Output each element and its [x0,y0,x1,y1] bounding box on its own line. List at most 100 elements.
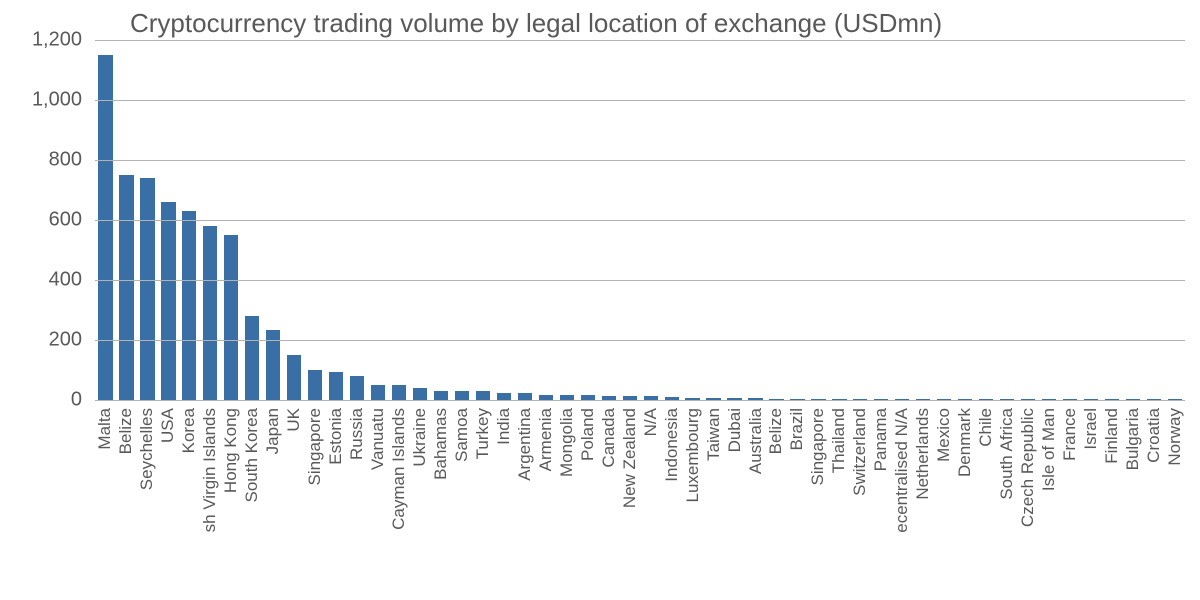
x-tick-label: Australia [746,408,766,474]
x-label-slot: Croatia [1143,404,1164,594]
gridline [95,160,1185,161]
x-tick-label: Finland [1102,408,1122,464]
x-tick-label: Switzerland [850,408,870,496]
x-tick-label: South Africa [997,408,1017,500]
x-label-slot: Netherlands [913,404,934,594]
x-label-slot: France [1060,404,1081,594]
x-tick-label: sh Virgin Islands [200,408,220,532]
x-tick-label: ecentralised N/A [892,408,912,533]
bar [308,370,322,400]
x-tick-label: Taiwan [704,408,724,461]
x-tick-label: Bahamas [431,408,451,480]
x-label-slot: Chile [976,404,997,594]
x-tick-label: Russia [347,408,367,460]
gridline [95,340,1185,341]
bar [98,55,112,400]
x-tick-label: Chile [976,408,996,447]
bar [140,178,154,400]
chart-title: Cryptocurrency trading volume by legal l… [130,8,942,39]
y-axis: 02004006008001,0001,200 [0,40,90,400]
bar [350,376,364,400]
x-tick-label: Cayman Islands [389,408,409,530]
x-tick-label: Netherlands [913,408,933,500]
x-tick-label: Mexico [934,408,954,462]
x-tick-label: Vanuatu [368,408,388,470]
x-label-slot: Armenia [535,404,556,594]
x-label-slot: Ukraine [410,404,431,594]
y-tick-label: 800 [49,149,82,172]
x-tick-label: Korea [179,408,199,453]
x-label-slot: Japan [263,404,284,594]
x-tick-label: Thailand [829,408,849,473]
x-axis-labels: MaltaBelizeSeychellesUSAKoreash Virgin I… [95,404,1185,594]
x-label-slot: Brazil [787,404,808,594]
x-tick-label: Croatia [1144,408,1164,463]
y-tick-label: 0 [71,389,82,412]
x-label-slot: Mongolia [556,404,577,594]
bar [182,211,196,400]
x-label-slot: Finland [1102,404,1123,594]
gridline [95,100,1185,101]
x-tick-label: France [1060,408,1080,461]
x-label-slot: Korea [179,404,200,594]
x-tick-label: Armenia [536,408,556,471]
x-label-slot: Belize [766,404,787,594]
x-label-slot: Norway [1164,404,1185,594]
x-label-slot: Switzerland [850,404,871,594]
x-tick-label: Dubai [725,408,745,452]
bar [455,391,469,400]
x-label-slot: New Zealand [619,404,640,594]
bar [371,385,385,400]
x-tick-label: Denmark [955,408,975,477]
x-label-slot: Argentina [514,404,535,594]
x-label-slot: Vanuatu [368,404,389,594]
x-tick-label: Hong Kong [221,408,241,493]
bar [203,226,217,400]
x-tick-label: Japan [263,408,283,454]
bar [434,391,448,400]
x-label-slot: ecentralised N/A [892,404,913,594]
x-label-slot: Bulgaria [1122,404,1143,594]
y-tick-label: 200 [49,329,82,352]
plot-area [95,40,1185,401]
y-tick-label: 1,000 [32,89,82,112]
x-tick-label: USA [158,408,178,443]
x-label-slot: Hong Kong [221,404,242,594]
bar [413,388,427,400]
x-tick-label: Mongolia [557,408,577,477]
x-label-slot: Belize [116,404,137,594]
x-label-slot: UK [284,404,305,594]
x-tick-label: Israel [1081,408,1101,450]
x-label-slot: South Korea [242,404,263,594]
x-tick-label: Bulgaria [1123,408,1143,470]
x-tick-label: Singapore [808,408,828,486]
x-tick-label: Turkey [473,408,493,459]
x-label-slot: South Africa [997,404,1018,594]
x-tick-label: Samoa [452,408,472,462]
x-label-slot: Panama [871,404,892,594]
bar [245,316,259,400]
x-tick-label: Estonia [326,408,346,465]
x-label-slot: Turkey [472,404,493,594]
x-tick-label: UK [284,408,304,432]
gridline [95,280,1185,281]
x-label-slot: Denmark [955,404,976,594]
x-tick-label: Argentina [515,408,535,481]
x-tick-label: Luxembourg [683,408,703,503]
bar [287,355,301,400]
bar [392,385,406,400]
x-label-slot: Poland [577,404,598,594]
x-tick-label: Ukraine [410,408,430,467]
x-tick-label: Isle of Man [1039,408,1059,491]
bar [119,175,133,400]
x-label-slot: Seychelles [137,404,158,594]
x-label-slot: Canada [598,404,619,594]
chart-container: Cryptocurrency trading volume by legal l… [0,0,1200,600]
x-label-slot: Bahamas [431,404,452,594]
x-label-slot: Taiwan [703,404,724,594]
x-label-slot: Luxembourg [682,404,703,594]
x-label-slot: India [493,404,514,594]
bar [161,202,175,400]
x-tick-label: Canada [599,408,619,468]
x-tick-label: N/A [641,408,661,436]
